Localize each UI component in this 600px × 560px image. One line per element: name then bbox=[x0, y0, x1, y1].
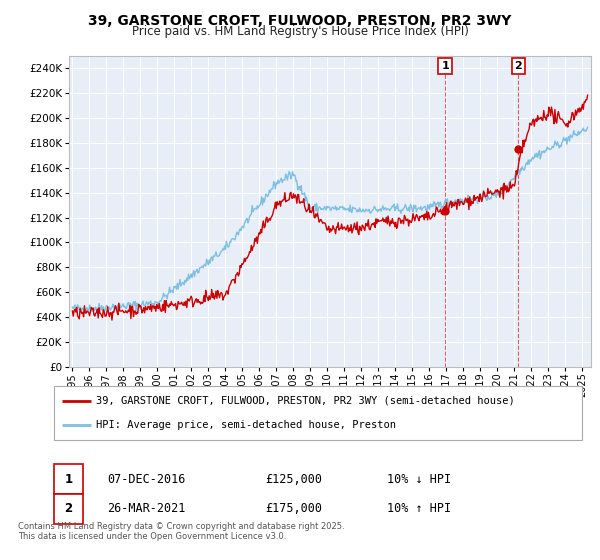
Text: £125,000: £125,000 bbox=[265, 473, 322, 486]
FancyBboxPatch shape bbox=[54, 493, 83, 524]
FancyBboxPatch shape bbox=[54, 464, 83, 494]
Text: 39, GARSTONE CROFT, FULWOOD, PRESTON, PR2 3WY (semi-detached house): 39, GARSTONE CROFT, FULWOOD, PRESTON, PR… bbox=[96, 396, 515, 406]
Text: 10% ↓ HPI: 10% ↓ HPI bbox=[386, 473, 451, 486]
Text: 10% ↑ HPI: 10% ↑ HPI bbox=[386, 502, 451, 515]
Text: 39, GARSTONE CROFT, FULWOOD, PRESTON, PR2 3WY: 39, GARSTONE CROFT, FULWOOD, PRESTON, PR… bbox=[88, 14, 512, 28]
Text: Price paid vs. HM Land Registry's House Price Index (HPI): Price paid vs. HM Land Registry's House … bbox=[131, 25, 469, 38]
Text: HPI: Average price, semi-detached house, Preston: HPI: Average price, semi-detached house,… bbox=[96, 420, 396, 430]
Text: 1: 1 bbox=[441, 61, 449, 71]
Text: 1: 1 bbox=[64, 473, 73, 486]
FancyBboxPatch shape bbox=[54, 386, 582, 440]
Text: 26-MAR-2021: 26-MAR-2021 bbox=[107, 502, 185, 515]
Text: Contains HM Land Registry data © Crown copyright and database right 2025.
This d: Contains HM Land Registry data © Crown c… bbox=[18, 522, 344, 542]
Text: 07-DEC-2016: 07-DEC-2016 bbox=[107, 473, 185, 486]
Text: 2: 2 bbox=[515, 61, 522, 71]
Text: 2: 2 bbox=[64, 502, 73, 515]
Text: £175,000: £175,000 bbox=[265, 502, 322, 515]
